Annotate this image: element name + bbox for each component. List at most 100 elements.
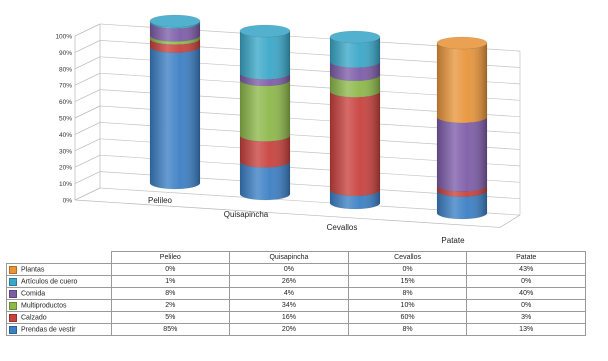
table-cell: 40%	[466, 287, 586, 300]
y-tick-label: 40%	[59, 132, 72, 139]
row-label: Plantas	[21, 266, 45, 273]
table-row: Calzado 5% 16% 60% 3%	[6, 311, 586, 324]
y-tick-label: 50%	[59, 116, 72, 123]
table-corner	[7, 252, 112, 264]
table-cell: 0%	[110, 263, 231, 276]
table-cell: 4%	[229, 287, 349, 300]
bar-segment-shade	[150, 21, 200, 29]
y-tick-label: 100%	[55, 34, 72, 41]
legend-swatch-articulos-de-cuero	[9, 277, 17, 286]
table-cell: 15%	[347, 275, 468, 288]
row-label: Multiproductos	[21, 302, 67, 309]
cylinder-cevallos	[329, 30, 381, 210]
cylinder-pelileo	[149, 14, 201, 190]
gridline	[74, 122, 101, 135]
table-cell: 3%	[466, 311, 586, 324]
table-cell: 0%	[466, 299, 586, 312]
x-axis-categories: Pelileo Quisapincha Cevallos Patate	[148, 196, 465, 245]
bar-top-cap	[149, 14, 201, 28]
table-row: Prendas de vestir 85% 20% 8% 13%	[6, 323, 586, 336]
table-cell: 26%	[229, 275, 349, 288]
bar-top-cap	[436, 36, 488, 50]
table-cell: 8%	[347, 287, 468, 300]
gridline	[74, 89, 101, 102]
table-cell: 0%	[466, 275, 586, 288]
row-label: Artículos de cuero	[21, 278, 78, 285]
y-tick-label: 70%	[59, 83, 72, 90]
row-header: Prendas de vestir	[6, 323, 112, 336]
row-label: Prendas de vestir	[21, 326, 76, 333]
chart-bars	[149, 14, 488, 220]
bar-segment-shade	[437, 190, 487, 219]
table-cell: 8%	[110, 287, 231, 300]
floor-edge	[74, 199, 501, 228]
data-table: Pelileo Quisapincha Cevallos Patate Plan…	[6, 251, 586, 336]
table-cell: 0%	[347, 263, 468, 276]
bar-top-highlight	[437, 37, 487, 49]
bar-segment-shade	[150, 38, 200, 53]
legend-swatch-multiproductos	[9, 301, 17, 310]
table-row: Artículos de cuero 1% 26% 15% 0%	[6, 275, 586, 288]
legend-swatch-prendas-de-vestir	[9, 325, 17, 334]
bar-segment-shade	[437, 43, 487, 123]
bar-segment-shade	[240, 161, 290, 200]
cylinder-quisapincha	[239, 24, 291, 201]
bar-segment-shade	[330, 91, 380, 196]
chart: 0% 10% 20% 30% 40% 50% 60% 70% 80% 90% 100% Pelile…	[55, 14, 521, 245]
cylinder-patate	[436, 36, 488, 220]
table-cell: 10%	[347, 299, 468, 312]
category-label: Pelileo	[148, 196, 173, 205]
bar-top-highlight	[240, 25, 290, 37]
legend-swatch-calzado	[9, 313, 17, 322]
table-cell: 85%	[110, 323, 231, 336]
gridline	[74, 72, 101, 86]
bar-segment-shade	[240, 135, 290, 168]
table-row: Plantas 0% 0% 0% 43%	[6, 263, 586, 276]
bar-segment-shade	[150, 46, 200, 190]
table-row: Comida 8% 4% 8% 40%	[6, 287, 586, 300]
bar-segment-shade	[437, 185, 487, 197]
y-tick-label: 90%	[59, 50, 72, 57]
table-cell: 43%	[466, 263, 586, 276]
category-label: Cevallos	[327, 223, 358, 232]
bar-segment-shade	[150, 22, 200, 42]
y-tick-label: 80%	[59, 66, 72, 73]
table-header-row: Pelileo Quisapincha Cevallos Patate	[7, 251, 586, 264]
table-cell: 8%	[347, 323, 468, 336]
table-cell: 20%	[229, 323, 349, 336]
gridline	[74, 40, 101, 53]
gridline	[74, 187, 101, 201]
row-header: Multiproductos	[6, 299, 112, 312]
floor-edge	[499, 214, 521, 228]
column-header: Cevallos	[347, 251, 468, 264]
gridline	[74, 23, 101, 37]
bar-segment-shade	[240, 31, 290, 80]
y-tick-label: 20%	[59, 165, 72, 172]
table-cell: 13%	[466, 323, 586, 336]
category-label: Patate	[441, 236, 465, 245]
table-cell: 1%	[110, 275, 231, 288]
column-header: Pelileo	[110, 251, 231, 264]
row-header: Plantas	[6, 263, 112, 276]
column-header: Quisapincha	[229, 251, 349, 264]
table-cell: 0%	[229, 263, 349, 276]
table-row: Multiproductos 2% 34% 10% 0%	[6, 299, 586, 312]
row-label: Calzado	[21, 314, 47, 321]
table-cell: 5%	[110, 311, 231, 324]
bar-segment-shade	[240, 79, 290, 142]
gridline	[74, 171, 101, 184]
y-tick-label: 10%	[59, 181, 72, 188]
bar-segment-shade	[150, 35, 200, 45]
bar-segment-shade	[330, 74, 380, 98]
table-cell: 2%	[110, 299, 231, 312]
column-header: Patate	[466, 251, 586, 264]
gridline	[74, 56, 101, 70]
bar-top-cap	[239, 24, 291, 38]
bar-segment-shade	[437, 116, 487, 192]
gridline	[74, 138, 101, 152]
y-tick-label: 0%	[63, 198, 73, 205]
gridline	[74, 105, 101, 119]
bar-segment-shade	[330, 37, 380, 68]
table-cell: 60%	[347, 311, 468, 324]
bar-segment-shade	[240, 73, 290, 86]
